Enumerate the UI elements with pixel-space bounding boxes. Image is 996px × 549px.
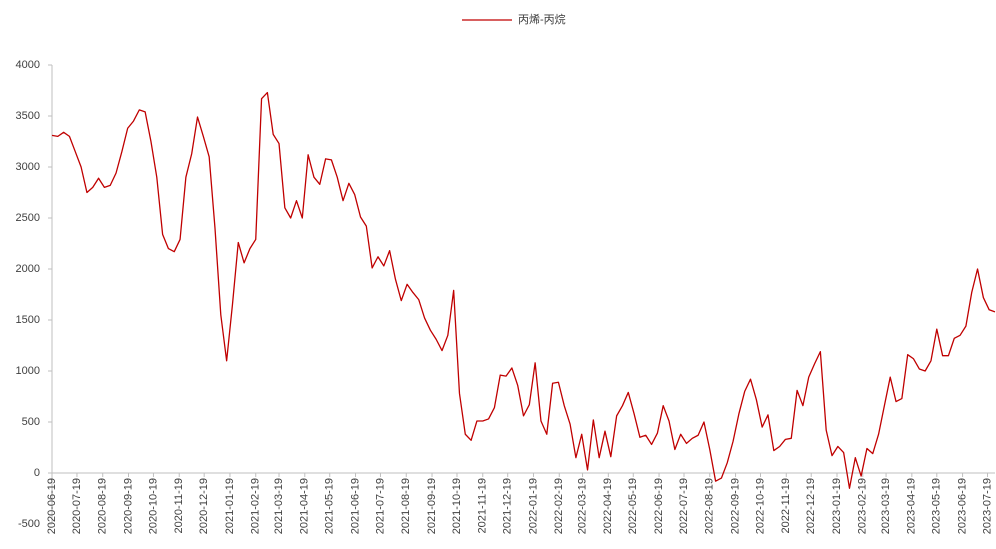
- y-tick-label: 2000: [16, 263, 40, 275]
- x-tick-label: 2022-02-19: [553, 478, 565, 534]
- y-tick-label: 3500: [16, 110, 40, 122]
- x-tick-label: 2020-07-19: [71, 478, 83, 534]
- legend-label: 丙烯-丙烷: [518, 12, 566, 26]
- x-tick-label: 2022-06-19: [653, 478, 665, 534]
- x-tick-label: 2021-10-19: [451, 478, 463, 534]
- x-tick-label: 2021-01-19: [224, 478, 236, 534]
- y-tick-label: -500: [18, 518, 40, 530]
- x-tick-label: 2022-11-19: [780, 478, 792, 533]
- x-tick-label: 2022-08-19: [704, 478, 716, 534]
- x-tick-label: 2020-12-19: [198, 478, 210, 534]
- x-tick-label: 2021-02-19: [250, 478, 262, 534]
- x-tick-label: 2023-02-19: [857, 478, 869, 534]
- x-tick-label: 2021-05-19: [324, 478, 336, 534]
- x-tick-label: 2022-01-19: [527, 478, 539, 534]
- x-tick-label: 2021-11-19: [477, 478, 489, 533]
- x-tick-label: 2023-04-19: [906, 478, 918, 534]
- y-tick-label: 3000: [16, 161, 40, 173]
- x-tick-label: 2022-04-19: [602, 478, 614, 534]
- y-tick-label: 1500: [16, 314, 40, 326]
- x-tick-label: 2021-04-19: [299, 478, 311, 534]
- x-tick-label: 2020-06-19: [46, 478, 58, 534]
- x-tick-label: 2022-05-19: [627, 478, 639, 534]
- x-tick-label: 2022-07-19: [678, 478, 690, 534]
- x-tick-label: 2023-03-19: [880, 478, 892, 534]
- x-tick-label: 2021-07-19: [374, 478, 386, 534]
- x-tick-label: 2022-09-19: [729, 478, 741, 534]
- y-tick-label: 0: [34, 467, 40, 479]
- x-tick-label: 2022-03-19: [576, 478, 588, 534]
- x-tick-label: 2020-11-19: [173, 478, 185, 533]
- x-tick-label: 2023-07-19: [981, 478, 993, 534]
- x-tick-label: 2023-01-19: [831, 478, 843, 534]
- x-tick-label: 2021-12-19: [502, 478, 514, 534]
- y-tick-label: 2500: [16, 212, 40, 224]
- y-tick-label: 4000: [16, 59, 40, 71]
- x-tick-label: 2021-09-19: [426, 478, 438, 534]
- x-tick-label: 2022-12-19: [805, 478, 817, 534]
- series-line: [51, 91, 996, 489]
- x-tick-label: 2020-10-19: [147, 478, 159, 534]
- y-tick-label: 500: [22, 416, 40, 428]
- x-tick-label: 2022-10-19: [754, 478, 766, 534]
- x-tick-label: 2021-06-19: [349, 478, 361, 534]
- x-tick-label: 2021-08-19: [400, 478, 412, 534]
- x-tick-label: 2020-09-19: [122, 478, 134, 534]
- x-tick-label: 2021-03-19: [273, 478, 285, 534]
- y-tick-label: 1000: [16, 365, 40, 377]
- x-tick-label: 2023-06-19: [956, 478, 968, 534]
- x-tick-label: 2020-08-19: [97, 478, 109, 534]
- x-tick-label: 2023-05-19: [931, 478, 943, 534]
